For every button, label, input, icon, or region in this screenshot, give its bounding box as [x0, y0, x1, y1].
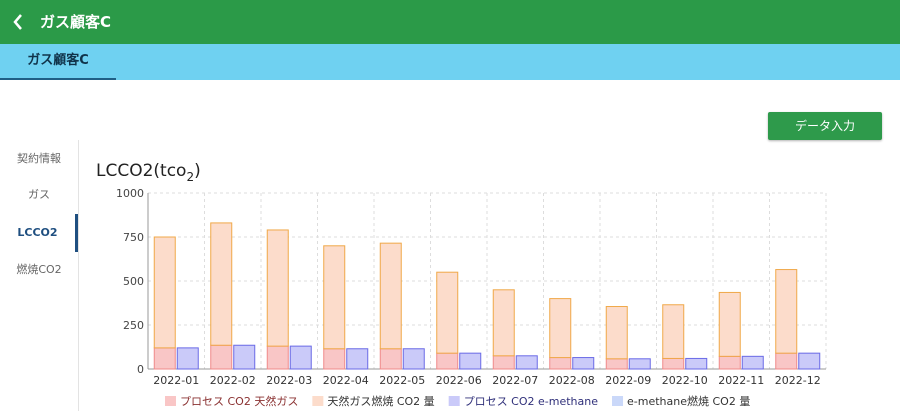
bar-segment — [628, 358, 651, 370]
legend-label: e-methane燃焼 CO2 量 — [627, 394, 750, 408]
legend-swatch — [312, 396, 324, 406]
y-tick-label: 1000 — [116, 187, 144, 200]
bar-segment — [266, 345, 289, 370]
bar-segment — [549, 357, 572, 370]
x-tick-label: 2022-08 — [549, 374, 595, 387]
bar-segment — [210, 222, 233, 346]
x-tick-label: 2022-04 — [323, 374, 369, 387]
bar-segment — [549, 298, 572, 359]
bar-segment — [662, 357, 685, 370]
x-tick-label: 2022-10 — [662, 374, 708, 387]
chart-title-close: ) — [194, 161, 201, 181]
sidebar-item[interactable]: LCCO2 — [0, 214, 78, 252]
sidebar-item[interactable]: ガス — [28, 188, 50, 201]
bar-segment — [492, 355, 515, 370]
bar-segment — [605, 306, 628, 360]
bar-segment — [572, 357, 595, 370]
x-tick-label: 2022-01 — [153, 374, 199, 387]
legend-swatch — [448, 396, 460, 406]
bar-segment — [323, 348, 346, 370]
sidebar-item[interactable]: 契約情報 — [17, 152, 61, 165]
chart-title-sub: 2 — [186, 170, 194, 184]
legend-label: プロセス CO2 天然ガス — [180, 394, 298, 408]
bar-segment — [289, 345, 312, 370]
bar-segment — [798, 352, 821, 370]
x-tick-label: 2022-05 — [379, 374, 425, 387]
legend-label: 天然ガス燃焼 CO2 量 — [327, 394, 434, 408]
app-bar: ガス顧客C — [0, 0, 900, 44]
data-entry-button[interactable]: データ入力 — [768, 112, 882, 140]
bar-segment — [402, 348, 425, 370]
bar-segment — [346, 348, 369, 370]
bar-segment — [153, 347, 176, 370]
bar-segment — [775, 352, 798, 370]
x-tick-label: 2022-07 — [492, 374, 538, 387]
bar-segment — [176, 347, 199, 370]
bar-segment — [492, 289, 515, 357]
app-title: ガス顧客C — [40, 13, 112, 31]
back-button[interactable] — [0, 0, 30, 44]
bar-segment — [718, 291, 741, 357]
y-tick-label: 750 — [123, 231, 144, 244]
bar-segment — [775, 269, 798, 354]
bar-segment — [718, 355, 741, 370]
y-tick-label: 0 — [137, 363, 144, 376]
bar-segment — [379, 242, 402, 350]
bar-segment — [515, 355, 538, 370]
bar-segment — [323, 245, 346, 350]
bar-segment — [153, 236, 176, 349]
x-tick-label: 2022-09 — [605, 374, 651, 387]
x-tick-label: 2022-12 — [775, 374, 821, 387]
tab-bar: ガス顧客C — [0, 44, 900, 80]
sidebar-item[interactable]: 燃焼CO2 — [16, 263, 62, 276]
x-tick-label: 2022-03 — [266, 374, 312, 387]
chart-title: LCCO2(tco2) — [96, 161, 201, 184]
bar-segment — [741, 355, 764, 370]
x-tick-label: 2022-11 — [718, 374, 764, 387]
bar-segment — [233, 344, 256, 370]
y-tick-label: 250 — [123, 319, 144, 332]
sidebar: 契約情報 ガス LCCO2 燃焼CO2 — [0, 140, 79, 411]
x-tick-label: 2022-02 — [210, 374, 256, 387]
bar-segment — [266, 229, 289, 347]
chart-title-main: LCCO2(tco — [96, 161, 186, 181]
tab[interactable]: ガス顧客C — [0, 44, 116, 80]
bar-segment — [662, 304, 685, 359]
x-tick-label: 2022-06 — [436, 374, 482, 387]
legend-swatch — [165, 396, 176, 406]
y-tick-label: 500 — [123, 275, 144, 288]
bar-segment — [459, 352, 482, 370]
bar-segment — [685, 357, 708, 370]
bar-segment — [605, 358, 628, 370]
legend-swatch — [612, 396, 624, 406]
bar-segment — [210, 344, 233, 370]
legend-label: プロセス CO2 e-methane — [464, 395, 599, 408]
bar-segment — [379, 348, 402, 370]
bar-segment — [436, 352, 459, 370]
bar-segment — [436, 271, 459, 354]
